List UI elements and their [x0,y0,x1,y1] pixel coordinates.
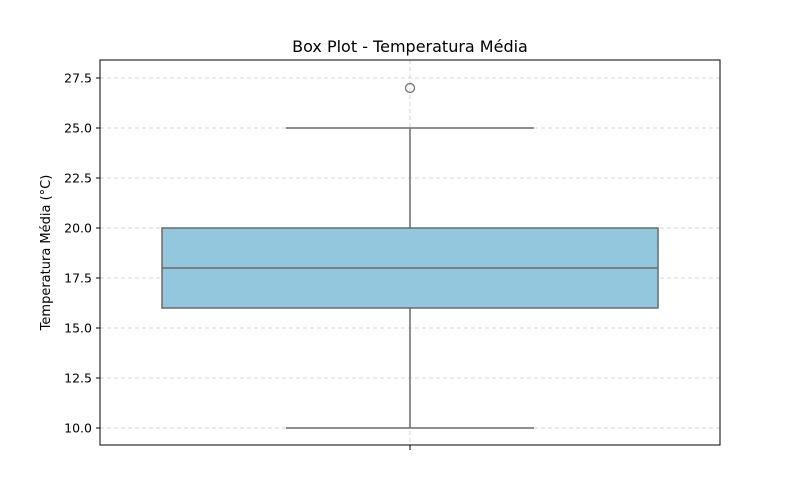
y-tick-label: 20.0 [64,221,92,236]
y-tick-label: 10.0 [64,421,92,436]
box-layer [161,82,659,429]
y-tick-label: 12.5 [64,371,92,386]
y-tick-label: 22.5 [64,171,92,186]
y-axis-ticks: 10.0 12.5 15.0 17.5 20.0 22.5 25.0 27.5 [64,71,411,450]
chart-title: Box Plot - Temperatura Média [292,37,528,56]
y-tick-label: 27.5 [64,71,92,86]
outlier-point [404,82,416,94]
y-tick-label: 15.0 [64,321,92,336]
y-tick-label: 17.5 [64,271,92,286]
y-axis-label: Temperatura Média (°C) [39,175,54,332]
y-tick-label: 25.0 [64,121,92,136]
